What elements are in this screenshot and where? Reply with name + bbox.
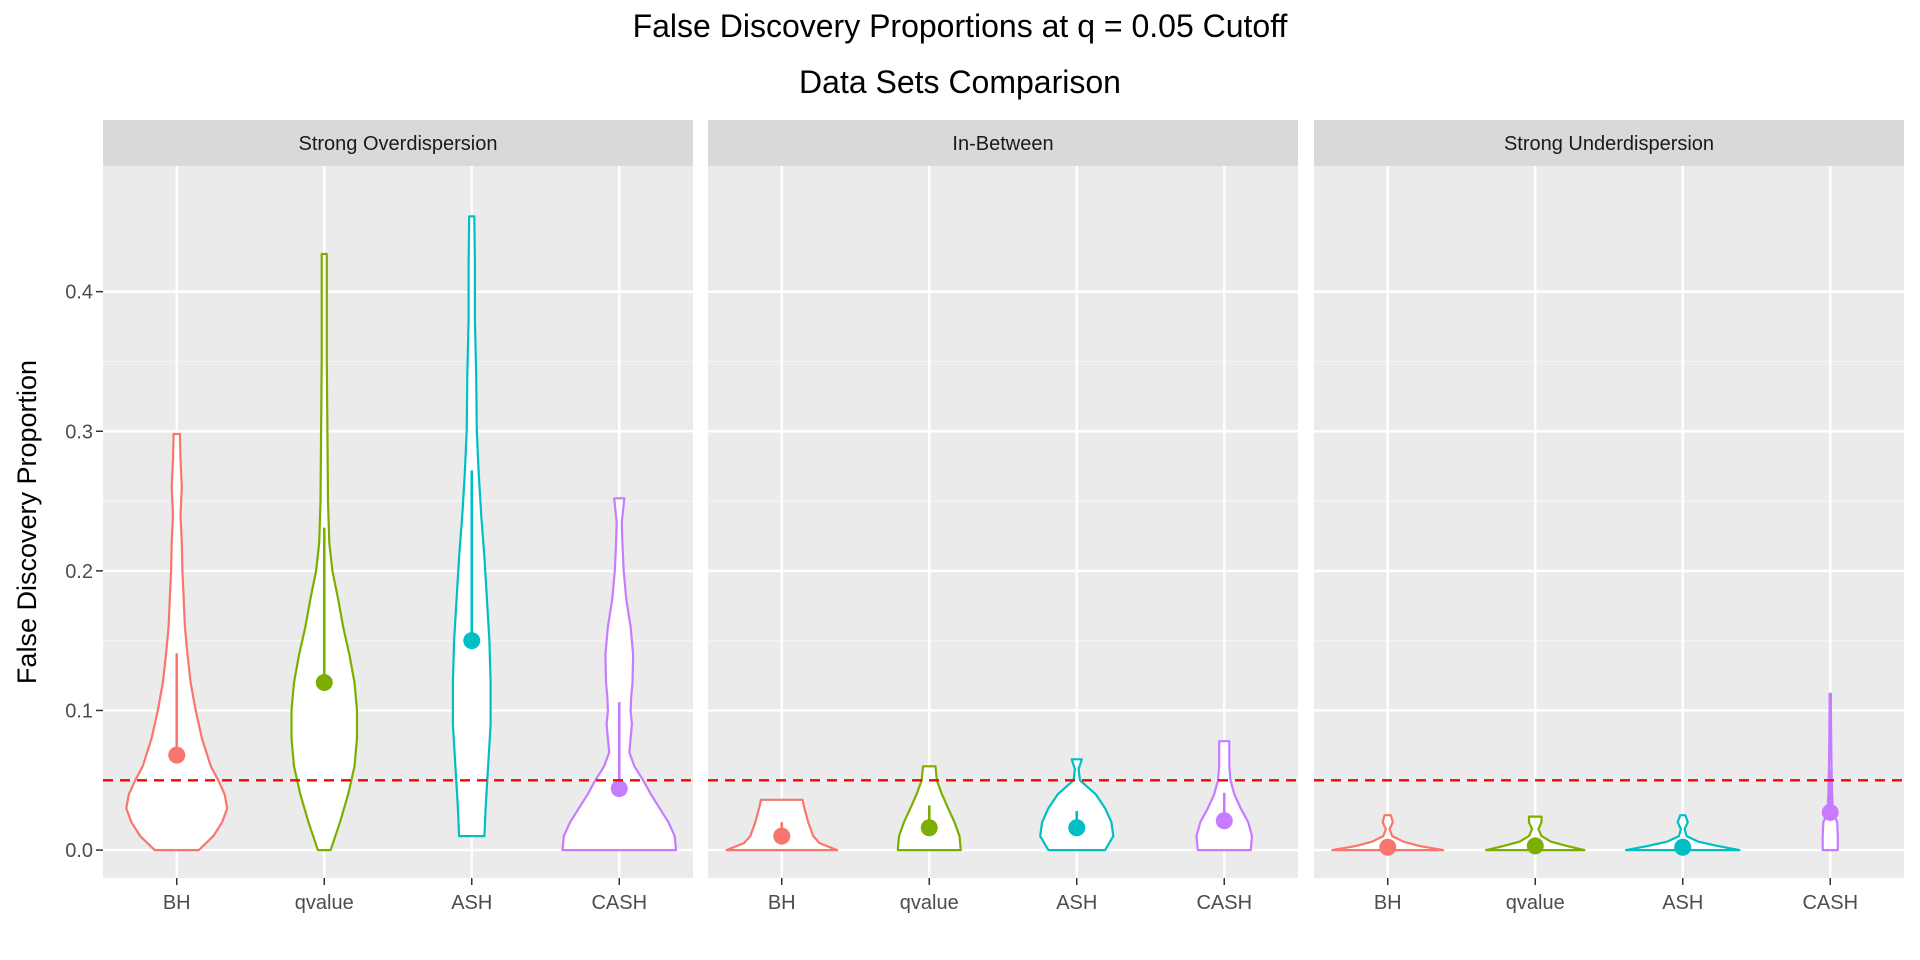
violin-qvalue [1485, 815, 1586, 852]
violin-bh [125, 432, 229, 852]
panel-strip [1314, 120, 1904, 166]
panel-background [1314, 166, 1904, 878]
violin-ash [1039, 758, 1115, 852]
x-tick-label: BH [163, 892, 191, 914]
x-tick-label: BH [768, 892, 796, 914]
panel-strip-label: Strong Overdispersion [299, 133, 498, 155]
x-tick-label: qvalue [900, 892, 959, 914]
x-tick-label: CASH [1196, 892, 1252, 914]
y-tick-label: 0.4 [65, 282, 93, 304]
x-tick-label: ASH [1056, 892, 1097, 914]
panel-strip-label: In-Between [952, 133, 1053, 155]
x-tick-label: ASH [451, 892, 492, 914]
y-axis-title: False Discovery Proportion [12, 360, 42, 684]
point-qvalue [1526, 837, 1544, 855]
point-qvalue [920, 819, 938, 837]
x-tick-label: CASH [591, 892, 647, 914]
x-tick-label: CASH [1802, 892, 1858, 914]
panel-strip-label: Strong Underdispersion [1504, 133, 1714, 155]
point-qvalue [315, 674, 333, 692]
point-cash [1821, 803, 1839, 821]
x-tick-label: BH [1374, 892, 1402, 914]
panel-strip [103, 120, 693, 166]
point-cash [610, 780, 628, 798]
panel-strip [708, 120, 1298, 166]
violin-bh [1331, 814, 1445, 852]
point-bh [1379, 838, 1397, 856]
point-bh [168, 746, 186, 764]
chart-subtitle: Data Sets Comparison [799, 64, 1121, 100]
y-tick-label: 0.1 [65, 700, 93, 722]
point-ash [1068, 819, 1086, 837]
violin-cash [561, 497, 678, 852]
point-bh [773, 827, 791, 845]
chart-title: False Discovery Proportions at q = 0.05 … [632, 8, 1288, 44]
point-ash [1674, 838, 1692, 856]
point-cash [1215, 812, 1233, 830]
y-tick-label: 0.2 [65, 561, 93, 583]
y-tick-label: 0.3 [65, 421, 93, 443]
x-tick-label: qvalue [1506, 892, 1565, 914]
violin-ash [1624, 814, 1741, 852]
point-ash [463, 632, 481, 650]
x-tick-label: ASH [1662, 892, 1703, 914]
panel-background [708, 166, 1298, 878]
x-tick-label: qvalue [295, 892, 354, 914]
y-tick-label: 0.0 [65, 840, 93, 862]
